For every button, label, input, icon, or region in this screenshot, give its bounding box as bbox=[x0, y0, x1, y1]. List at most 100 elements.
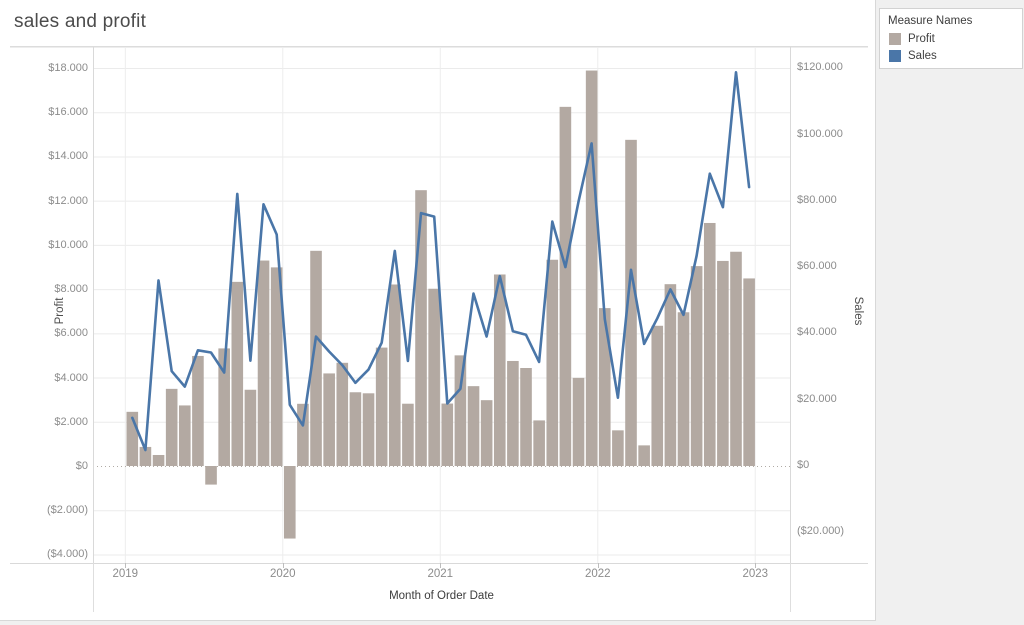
left-tick--2000: ($2.000) bbox=[47, 504, 88, 517]
right-tick-120000: $120.000 bbox=[797, 61, 843, 74]
left-tick-4000: $4.000 bbox=[54, 371, 88, 384]
profit-bar-2022-02[interactable] bbox=[612, 430, 624, 466]
sheet-title: sales and profit bbox=[14, 11, 147, 32]
profit-bar-2021-04[interactable] bbox=[480, 400, 493, 466]
profit-bar-2019-03[interactable] bbox=[152, 454, 165, 466]
left-tick-14000: $14.000 bbox=[48, 150, 88, 163]
profit-bar-2022-01[interactable] bbox=[598, 308, 611, 466]
year-tick-2022 bbox=[597, 563, 599, 568]
profit-bar-2019-02[interactable] bbox=[139, 446, 152, 466]
profit-bar-2019-12[interactable] bbox=[270, 267, 283, 466]
profit-bar-2022-11[interactable] bbox=[730, 251, 742, 466]
year-tick-2023 bbox=[755, 563, 757, 568]
left-tick-8000: $8.000 bbox=[54, 283, 88, 296]
profit-bar-2020-11[interactable] bbox=[415, 190, 427, 466]
profit-bar-2021-09[interactable] bbox=[546, 259, 559, 466]
legend-measure-names[interactable]: Measure Names Profit Sales bbox=[879, 8, 1023, 69]
axis-corner-border-right bbox=[790, 563, 791, 612]
profit-bar-2020-09[interactable] bbox=[388, 284, 401, 466]
profit-bar-2020-01[interactable] bbox=[283, 466, 296, 539]
plot-canvas[interactable] bbox=[93, 47, 790, 563]
profit-bar-2020-02[interactable] bbox=[297, 403, 309, 466]
year-label-2021: 2021 bbox=[427, 568, 454, 580]
profit-bar-2022-07[interactable] bbox=[677, 312, 690, 466]
year-label-2023: 2023 bbox=[742, 568, 769, 580]
right-tick-20000: $20.000 bbox=[797, 392, 837, 405]
chart-card: sales and profit Profit Sales Month of O… bbox=[0, 0, 876, 621]
legend-item-profit[interactable]: Profit bbox=[889, 32, 1022, 46]
legend-items: Profit Sales bbox=[880, 32, 1022, 63]
left-tick--4000: ($4.000) bbox=[47, 548, 88, 561]
sales-swatch-icon bbox=[889, 50, 901, 62]
profit-bar-2020-10[interactable] bbox=[402, 403, 414, 466]
left-tick-10000: $10.000 bbox=[48, 238, 88, 251]
profit-bar-2019-06[interactable] bbox=[192, 355, 204, 466]
profit-bar-2022-09[interactable] bbox=[703, 222, 716, 466]
year-tick-2020 bbox=[282, 563, 284, 568]
left-tick-12000: $12.000 bbox=[48, 194, 88, 207]
profit-bar-2019-04[interactable] bbox=[165, 388, 178, 466]
right-tick-0: $0 bbox=[797, 459, 810, 471]
profit-bar-2021-12[interactable] bbox=[585, 70, 598, 466]
profit-bar-2021-11[interactable] bbox=[572, 377, 585, 466]
axis-corner-border-left bbox=[93, 563, 94, 612]
profit-bar-2021-06[interactable] bbox=[507, 360, 519, 466]
legend-item-label: Profit bbox=[908, 33, 935, 45]
profit-bar-2019-11[interactable] bbox=[257, 260, 270, 466]
profit-bar-2020-06[interactable] bbox=[349, 392, 362, 466]
x-axis-border bbox=[10, 563, 868, 564]
plot-right-border bbox=[790, 47, 791, 563]
right-tick-100000: $100.000 bbox=[797, 127, 843, 140]
chart-area: Profit Sales Month of Order Date $18.000… bbox=[0, 47, 875, 612]
profit-bar-2021-01[interactable] bbox=[441, 403, 454, 466]
profit-bar-2021-02[interactable] bbox=[454, 355, 467, 466]
left-tick-0: $0 bbox=[75, 460, 88, 472]
year-label-2019: 2019 bbox=[112, 568, 139, 580]
profit-bar-2019-08[interactable] bbox=[218, 348, 230, 466]
right-tick-40000: $40.000 bbox=[797, 326, 837, 339]
profit-bar-2022-04[interactable] bbox=[638, 445, 650, 466]
left-tick-2000: $2.000 bbox=[54, 415, 88, 428]
profit-bar-2020-03[interactable] bbox=[310, 250, 322, 466]
right-tick-60000: $60.000 bbox=[797, 260, 837, 273]
profit-bar-2019-10[interactable] bbox=[244, 389, 257, 466]
plot-left-border bbox=[93, 47, 94, 563]
profit-bar-2021-07[interactable] bbox=[520, 368, 532, 466]
profit-bar-2022-12[interactable] bbox=[743, 278, 755, 466]
plot-top-border bbox=[10, 47, 868, 48]
profit-bar-2020-07[interactable] bbox=[362, 393, 375, 466]
profit-bar-2020-04[interactable] bbox=[323, 373, 335, 466]
profit-bar-2020-08[interactable] bbox=[375, 347, 388, 466]
profit-bar-2019-09[interactable] bbox=[231, 281, 244, 466]
right-tick--20000: ($20.000) bbox=[797, 525, 845, 538]
year-label-2022: 2022 bbox=[584, 568, 611, 580]
year-label-2020: 2020 bbox=[269, 568, 296, 580]
x-axis-title: Month of Order Date bbox=[389, 590, 494, 602]
profit-bar-2022-05[interactable] bbox=[651, 325, 664, 466]
legend-item-sales[interactable]: Sales bbox=[889, 49, 1022, 63]
profit-bar-2022-08[interactable] bbox=[690, 266, 703, 466]
profit-bar-2021-03[interactable] bbox=[467, 386, 480, 466]
title-separator bbox=[10, 46, 868, 47]
profit-bar-2022-06[interactable] bbox=[664, 284, 677, 466]
profit-swatch-icon bbox=[889, 33, 901, 45]
profit-bar-2022-03[interactable] bbox=[625, 139, 637, 466]
sales-line[interactable] bbox=[130, 70, 751, 452]
profit-bar-2021-10[interactable] bbox=[559, 106, 572, 466]
year-tick-2021 bbox=[440, 563, 442, 568]
left-tick-16000: $16.000 bbox=[48, 106, 88, 119]
profit-bar-2021-08[interactable] bbox=[533, 420, 545, 466]
title-bar: sales and profit bbox=[0, 0, 875, 46]
right-axis-title: Sales bbox=[852, 296, 864, 326]
profit-bar-2020-12[interactable] bbox=[428, 288, 440, 466]
right-tick-80000: $80.000 bbox=[797, 193, 837, 206]
profit-bar-2019-05[interactable] bbox=[178, 405, 191, 466]
legend-item-label: Sales bbox=[908, 50, 937, 62]
profit-bar-2020-05[interactable] bbox=[336, 362, 349, 466]
profit-bar-2022-10[interactable] bbox=[717, 260, 729, 466]
profit-bar-2019-01[interactable] bbox=[126, 411, 139, 466]
profit-bar-2019-07[interactable] bbox=[205, 466, 217, 485]
left-tick-6000: $6.000 bbox=[54, 327, 88, 340]
profit-bar-2021-05[interactable] bbox=[493, 274, 506, 466]
legend-title: Measure Names bbox=[888, 15, 973, 27]
